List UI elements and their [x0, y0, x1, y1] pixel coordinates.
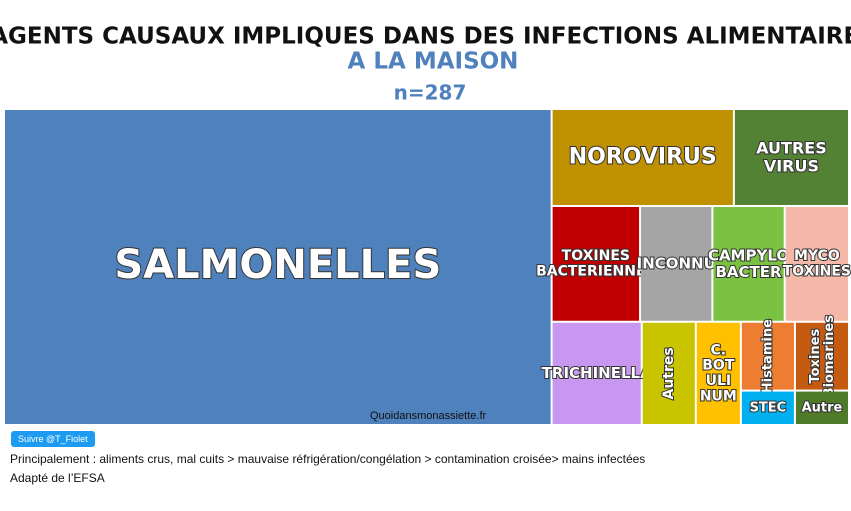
- treemap-cell: [795, 322, 848, 390]
- cell-label: TOXINES BACTERIENNES: [536, 248, 656, 279]
- cell-label: SALMONELLES: [114, 242, 441, 288]
- cell-label: Histamine: [760, 319, 775, 393]
- cell-label: CAMPYLO BACTER: [708, 246, 789, 281]
- treemap-cell: [552, 206, 640, 321]
- chart: AGENTS CAUSAUX IMPLIQUES DANS DES INFECT…: [0, 24, 851, 424]
- chart-subtitle: n=287: [394, 81, 467, 105]
- chart-title: AGENTS CAUSAUX IMPLIQUES DANS DES INFECT…: [0, 24, 851, 50]
- cell-label: NOROVIRUS: [569, 144, 717, 169]
- treemap-cell: [713, 206, 784, 321]
- treemap-cell: [734, 110, 848, 205]
- treemap-cell: [641, 206, 712, 321]
- cell-label: Autres: [661, 347, 677, 399]
- follow-button[interactable]: Suivre @T_Fiolet: [11, 431, 95, 447]
- footer-source: Adapté de l’EFSA: [10, 471, 105, 485]
- cell-label: INCONNU: [637, 254, 716, 272]
- treemap-cell: [552, 110, 733, 205]
- treemap-cell: [785, 206, 848, 321]
- cell-label: STEC: [750, 400, 787, 415]
- treemap: SALMONELLES NOROVIRUS AUTRES VIRUS TOXINES BA…: [5, 110, 851, 424]
- watermark: Quoidansmonassiette.fr: [370, 410, 487, 422]
- cell-label: Autre: [802, 400, 843, 415]
- cell-label: ToxinesBiomarines: [807, 315, 836, 398]
- treemap-cell: [642, 322, 695, 424]
- treemap-cell: [741, 322, 794, 390]
- treemap-cell: [795, 391, 848, 424]
- treemap-cell: [741, 391, 794, 424]
- cell-label: C. BOT ULI NUM: [700, 342, 737, 404]
- treemap-cell: [5, 110, 551, 424]
- cell-label: MYCO TOXINES: [783, 248, 851, 279]
- treemap-cell: [552, 322, 641, 424]
- cell-label: TRICHINELLA: [542, 364, 652, 382]
- cell-label: AUTRES VIRUS: [756, 138, 827, 175]
- footer-note: Principalement : aliments crus, mal cuit…: [10, 452, 646, 466]
- treemap-cell: [696, 322, 740, 424]
- chart-title-highlight: A LA MAISON: [348, 49, 519, 75]
